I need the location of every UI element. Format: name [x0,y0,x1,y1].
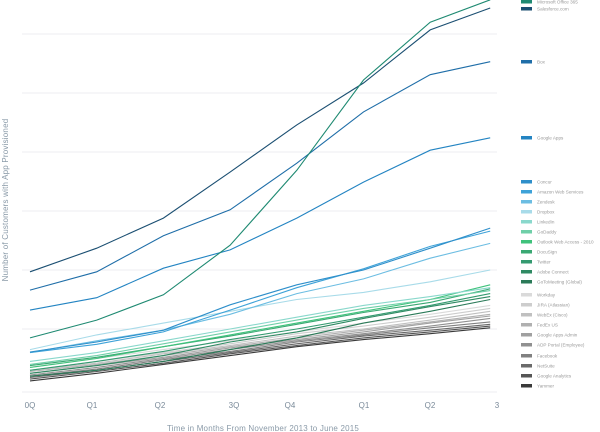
series-line [29,290,491,365]
series-line [29,293,491,371]
legend-label: Google Analytics [537,374,572,379]
y-axis-label: Number of Customers with App Provisioned [1,119,10,282]
legend-label: WebEx (Cisco) [537,313,568,318]
legend-swatch [521,293,532,297]
legend-swatch [521,230,532,234]
series-line [29,137,491,311]
series-line [29,296,491,374]
series-line [29,61,491,291]
legend-label: JIRA (Atlassian) [537,303,570,308]
series-line [29,230,491,354]
legend-swatch [521,270,532,274]
legend-label: Outlook Web Access - 2010 [537,240,594,245]
legend-swatch [521,180,532,184]
legend-label: DocuSign [537,250,557,255]
legend-label: Workday [537,293,556,298]
legend-label: ADP Portal (Employee) [537,343,585,348]
legend-label: Google Apps Admin [537,333,578,338]
legend-swatch [521,280,532,284]
legend-swatch [521,210,532,214]
legend-swatch [521,313,532,317]
legend-swatch [521,303,532,307]
series-line [29,288,491,367]
legend-swatch [521,260,532,264]
legend-label: Microsoft Office 365 [537,0,578,5]
x-tick-label: Q2 [155,401,166,410]
legend-label: Amazon Web Services [537,190,584,195]
x-tick-label: Q1 [87,401,98,410]
legend-swatch [521,250,532,254]
x-tick-label: Q2 [425,401,436,410]
x-axis-label: Time in Months From November 2013 to Jun… [167,424,359,432]
series-line [29,269,491,351]
legend-label: GoDaddy [537,230,557,235]
legend-swatch [521,384,532,388]
series-line [29,313,491,373]
series-line [29,287,491,362]
legend-label: Adobe Connect [537,270,569,275]
legend-swatch [521,0,532,4]
legend-swatch [521,240,532,244]
series-line [29,325,491,380]
series-line [29,227,491,353]
legend-label: Salesforce.com [537,7,569,12]
series-line [29,7,491,273]
legend-label: Twitter [537,260,551,265]
legend-label: Box [537,60,546,65]
legend-label: FedEx US [537,323,558,328]
legend: Microsoft Office 365 Salesforce.com Box Goo… [521,0,594,389]
legend-label: Zendesk [537,200,555,205]
legend-label: GoToMeeting (Global) [537,280,582,285]
legend-swatch [521,220,532,224]
series-line [29,0,491,339]
legend-label: Yammer [537,384,554,389]
x-tick-label: 3Q [229,401,240,410]
legend-label: LinkedIn [537,220,555,225]
legend-swatch [521,136,532,140]
legend-label: NetSuite [537,364,555,369]
series-line [29,321,491,377]
legend-swatch [521,7,532,11]
legend-swatch [521,374,532,378]
x-tick-label: 3 [495,401,500,410]
series-line [29,317,491,376]
x-tick-label: Q1 [359,401,370,410]
legend-label: Dropbox [537,210,555,215]
x-tick-labels: 0Q Q1 Q2 3Q Q4 Q1 Q2 3 [25,401,500,410]
legend-swatch [521,343,532,347]
legend-label: Facebook [537,354,558,359]
series-line [29,327,491,382]
series-line [29,242,491,354]
legend-swatch [521,354,532,358]
x-tick-label: Q4 [285,401,296,410]
series-lines [29,0,491,382]
legend-swatch [521,333,532,337]
series-line [29,310,491,371]
x-tick-label: 0Q [25,401,36,410]
series-line [29,298,491,377]
legend-swatch [521,190,532,194]
legend-swatch [521,364,532,368]
legend-swatch [521,323,532,327]
legend-swatch [521,200,532,204]
legend-label: Google Apps [537,136,564,141]
legend-swatch [521,60,532,64]
legend-label: Concur [537,180,552,185]
